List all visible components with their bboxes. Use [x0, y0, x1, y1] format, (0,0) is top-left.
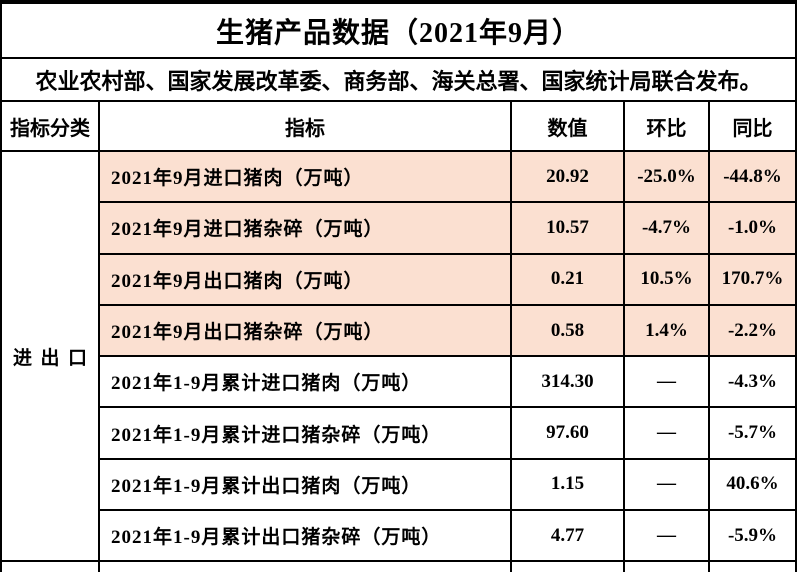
partial-row-cell [512, 562, 625, 572]
row-indicator: 2021年1-9月累计进口猪肉（万吨） [100, 357, 512, 409]
row-value: 1.15 [512, 459, 625, 512]
row-yoy: -5.7% [710, 408, 795, 460]
row-value: 97.60 [512, 408, 625, 460]
table-title: 生猪产品数据（2021年9月） [2, 4, 795, 59]
row-indicator: 2021年9月出口猪杂碎（万吨） [100, 305, 512, 358]
table-subtitle: 农业农村部、国家发展改革委、商务部、海关总署、国家统计局联合发布。 [2, 59, 795, 102]
category-group-cell: 进出口 [2, 152, 100, 563]
partial-row-cell [100, 562, 512, 572]
row-indicator: 2021年9月出口猪肉（万吨） [100, 254, 512, 306]
row-yoy: -2.2% [710, 305, 795, 358]
row-yoy: 40.6% [710, 460, 795, 512]
row-value: 314.30 [512, 357, 625, 409]
row-mom: -4.7% [625, 203, 710, 255]
row-mom: — [625, 408, 710, 460]
row-value: 4.77 [512, 511, 625, 563]
data-grid: 指标分类 指标 数值 环比 同比 进出口 2021年9月进口猪肉（万吨） 20.… [2, 102, 795, 572]
row-value: 10.57 [512, 203, 625, 255]
table-top-border [0, 0, 797, 2]
row-indicator: 2021年9月进口猪肉（万吨） [100, 152, 512, 204]
column-header-yoy: 同比 [710, 102, 795, 152]
partial-row-cell [2, 562, 100, 572]
row-yoy: -44.8% [710, 152, 795, 204]
row-indicator: 2021年1-9月累计进口猪杂碎（万吨） [100, 408, 512, 460]
row-value: 20.92 [512, 152, 625, 204]
row-value: 0.21 [512, 254, 625, 306]
row-mom: — [625, 459, 710, 512]
row-mom: — [625, 357, 710, 409]
row-indicator: 2021年1-9月累计出口猪肉（万吨） [100, 459, 512, 512]
row-indicator: 2021年9月进口猪杂碎（万吨） [100, 203, 512, 255]
partial-row-cell [625, 562, 710, 572]
partial-row-cell [710, 562, 795, 572]
row-indicator: 2021年1-9月累计出口猪杂碎（万吨） [100, 511, 512, 563]
row-yoy: 170.7% [710, 254, 795, 306]
row-mom: 1.4% [625, 305, 710, 358]
row-yoy: -5.9% [710, 511, 795, 563]
column-header-indicator: 指标 [100, 102, 512, 152]
row-yoy: -4.3% [710, 357, 795, 409]
row-mom: -25.0% [625, 152, 710, 204]
column-header-value: 数值 [512, 102, 625, 152]
row-mom: — [625, 511, 710, 563]
row-yoy: -1.0% [710, 203, 795, 255]
column-header-category: 指标分类 [2, 102, 100, 152]
row-value: 0.58 [512, 305, 625, 358]
row-mom: 10.5% [625, 254, 710, 306]
column-header-mom: 环比 [625, 102, 710, 152]
